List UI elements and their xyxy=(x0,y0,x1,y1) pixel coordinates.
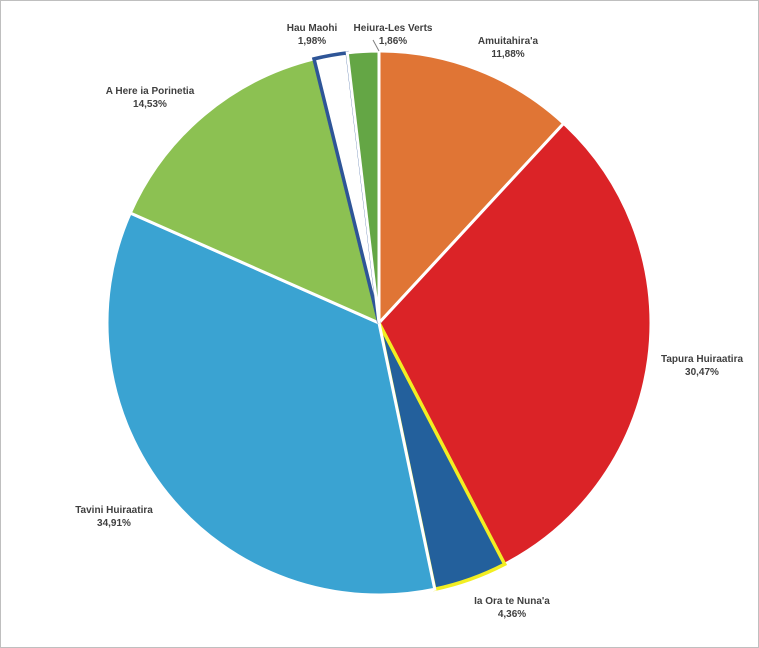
data-label: Heiura-Les Verts 1,86% xyxy=(354,23,433,47)
slice-name-label: Ia Ora te Nuna'a xyxy=(474,596,550,607)
data-label: Tavini Huiraatira 34,91% xyxy=(75,505,153,529)
data-label: Amuitahira'a 11,88% xyxy=(478,36,539,60)
slice-value-label: 30,47% xyxy=(685,367,719,378)
pie-slice-tapura-huiraatira xyxy=(377,121,653,567)
slice-name-label: Hau Maohi xyxy=(287,23,338,34)
slice-value-label: 34,91% xyxy=(97,518,131,529)
leader-line xyxy=(372,39,380,52)
slice-value-label: 11,88% xyxy=(491,49,524,60)
slice-value-label: 14,53% xyxy=(133,99,167,110)
slice-name-label: Tapura Huiraatira xyxy=(661,354,743,365)
slice-name-label: Amuitahira'a xyxy=(478,36,539,47)
slice-value-label: 1,98% xyxy=(298,36,326,47)
data-label: A Here ia Porinetia 14,53% xyxy=(106,86,195,110)
data-label: Ia Ora te Nuna'a 4,36% xyxy=(474,596,550,620)
pie-slices xyxy=(105,49,653,597)
pie-slice-amuitahira-a xyxy=(377,49,566,327)
slice-labels: Amuitahira'a 11,88% Tapura Huiraatira 30,47… xyxy=(75,23,743,620)
slice-value-label: 1,86% xyxy=(379,36,407,47)
slice-value-label: 4,36% xyxy=(498,609,526,620)
pie-slice-tavini-huiraatira xyxy=(105,210,437,597)
data-label: Hau Maohi 1,98% xyxy=(287,23,338,47)
data-label: Tapura Huiraatira 30,47% xyxy=(661,354,743,378)
pie-slice-a-here-ia-porinetia xyxy=(128,57,382,326)
slice-name-label: Heiura-Les Verts xyxy=(354,23,433,34)
slice-name-label: Tavini Huiraatira xyxy=(75,505,153,516)
slice-name-label: A Here ia Porinetia xyxy=(106,86,195,97)
